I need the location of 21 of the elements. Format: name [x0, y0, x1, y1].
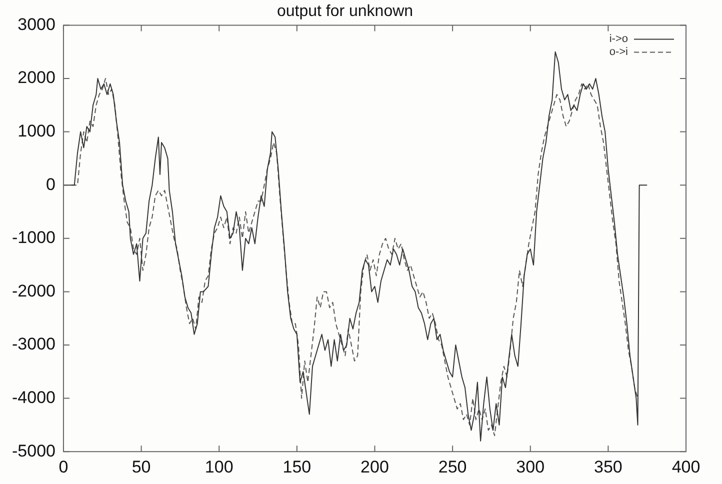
y-tick-label: -2000 [12, 281, 56, 300]
legend-label: o->i [609, 46, 628, 58]
x-tick-label: 0 [58, 457, 68, 476]
y-tick-label: 3000 [18, 14, 56, 34]
legend-label: i->o [609, 33, 628, 46]
x-tick-label: 350 [594, 457, 622, 476]
x-tick-label: 400 [672, 457, 700, 476]
x-tick-label: 150 [282, 457, 312, 476]
y-tick-label: -3000 [12, 334, 56, 354]
y-tick-label: -5000 [12, 441, 56, 460]
x-tick-label: 250 [438, 457, 467, 476]
x-tick-label: 300 [516, 457, 545, 476]
x-tick-label: 200 [360, 457, 389, 476]
y-tick-label: 0 [46, 174, 56, 194]
y-tick-label: 1000 [18, 121, 56, 140]
chart-title: output for unknown [276, 3, 414, 20]
x-tick-label: 50 [132, 457, 151, 476]
y-tick-label: -1000 [12, 228, 56, 248]
x-tick-label: 100 [204, 457, 234, 476]
y-tick-label: 2000 [18, 68, 56, 88]
y-tick-label: -4000 [12, 388, 56, 407]
